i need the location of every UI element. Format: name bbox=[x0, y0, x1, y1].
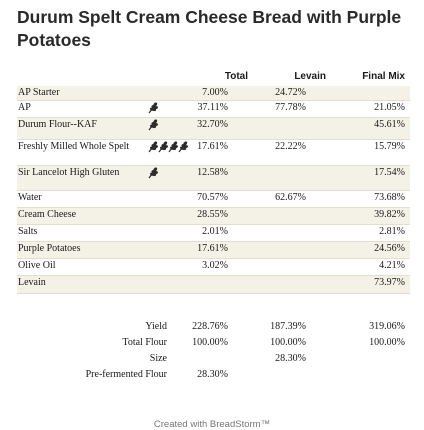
wheat-icon bbox=[147, 119, 159, 131]
ingredient-name: Water bbox=[18, 192, 42, 203]
ingredient-row: Purple Potatoes 17.61% 24.56% bbox=[17, 242, 410, 259]
summary-row: Pre-fermented Flour 28.30% bbox=[0, 367, 424, 383]
wheat-icon bbox=[157, 141, 169, 153]
cell-total: 70.57% bbox=[197, 192, 228, 203]
column-header-total: Total bbox=[224, 71, 248, 82]
recipe-title: Durum Spelt Cream Cheese Bread with Purp… bbox=[17, 7, 402, 50]
cell-final-mix: 21.05% bbox=[374, 102, 405, 113]
summary-total: 28.30% bbox=[197, 369, 228, 380]
summary-levain: 28.30% bbox=[275, 353, 306, 364]
ingredient-name: Purple Potatoes bbox=[18, 243, 81, 254]
wheat-icon bbox=[177, 141, 189, 153]
ingredient-name: AP bbox=[18, 102, 31, 113]
ingredient-row: Cream Cheese 28.55% 39.82% bbox=[17, 208, 410, 225]
ingredient-row: Water 70.57% 62.67% 73.68% bbox=[17, 191, 410, 208]
ingredient-name: Levain bbox=[18, 277, 46, 288]
footer-credit: Created with BreadStorm™ bbox=[153, 419, 271, 430]
cell-total: 28.55% bbox=[197, 209, 228, 220]
cell-final-mix: 4.21% bbox=[379, 260, 405, 271]
summary-label: Size bbox=[149, 353, 167, 364]
cell-levain: 24.72% bbox=[275, 87, 306, 98]
wheat-icon bbox=[147, 167, 159, 179]
ingredient-row: AP Starter 7.00% 24.72% bbox=[17, 86, 410, 101]
ingredient-row: Olive Oil 3.02% 4.21% bbox=[17, 259, 410, 276]
cell-total: 17.61% bbox=[197, 141, 228, 152]
cell-total: 12.58% bbox=[197, 167, 228, 178]
ingredient-row: Durum Flour--KAF 32.70% 45.61% bbox=[17, 118, 410, 140]
summary-final-mix: 100.00% bbox=[369, 337, 405, 348]
ingredient-name: Olive Oil bbox=[18, 260, 56, 271]
cell-total: 3.02% bbox=[202, 260, 228, 271]
cell-total: 7.00% bbox=[202, 87, 228, 98]
ingredient-name: Durum Flour--KAF bbox=[18, 119, 97, 130]
summary-row: Yield 228.76% 187.39% 319.06% bbox=[0, 319, 424, 335]
ingredient-row: AP 37.11% 77.78% 21.05% bbox=[17, 101, 410, 118]
cell-final-mix: 24.56% bbox=[374, 243, 405, 254]
ingredient-name: Freshly Milled Whole Spelt bbox=[18, 141, 130, 152]
wheat-icon bbox=[147, 141, 159, 153]
cell-total: 2.01% bbox=[202, 226, 228, 237]
wheat-icon bbox=[147, 102, 159, 114]
cell-final-mix: 45.61% bbox=[374, 119, 405, 130]
ingredient-row: Levain 73.97% bbox=[17, 276, 410, 294]
ingredient-row: Sir Lancelot High Gluten 12.58% 17.54% bbox=[17, 166, 410, 191]
cell-final-mix: 73.68% bbox=[374, 192, 405, 203]
summary-row: Size 28.30% bbox=[0, 351, 424, 367]
wheat-icon bbox=[167, 141, 179, 153]
cell-total: 37.11% bbox=[197, 102, 228, 113]
summary-total: 228.76% bbox=[192, 321, 228, 332]
cell-final-mix: 73.97% bbox=[374, 277, 405, 288]
ingredient-name: Cream Cheese bbox=[18, 209, 77, 220]
ingredient-name: AP Starter bbox=[18, 87, 60, 98]
summary-label: Total Flour bbox=[122, 337, 167, 348]
cell-final-mix: 39.82% bbox=[374, 209, 405, 220]
ingredient-name: Salts bbox=[18, 226, 38, 237]
ingredient-row: Freshly Milled Whole Spelt 17.61% 22.22% 15… bbox=[17, 140, 410, 166]
cell-levain: 77.78% bbox=[275, 102, 306, 113]
column-header-levain: Levain bbox=[294, 71, 326, 82]
summary-total: 100.00% bbox=[192, 337, 228, 348]
summary-row: Total Flour 100.00% 100.00% 100.00% bbox=[0, 335, 424, 351]
summary-table: Yield 228.76% 187.39% 319.06% Total Flour 100… bbox=[0, 319, 424, 383]
cell-total: 32.70% bbox=[197, 119, 228, 130]
cell-final-mix: 2.81% bbox=[379, 226, 405, 237]
ingredient-row: Salts 2.01% 2.81% bbox=[17, 225, 410, 242]
cell-final-mix: 15.79% bbox=[374, 141, 405, 152]
cell-total: 17.61% bbox=[197, 243, 228, 254]
cell-levain: 62.67% bbox=[275, 192, 306, 203]
ingredients-table: AP Starter 7.00% 24.72% AP 37.11% 77.78% 21.05… bbox=[17, 86, 410, 294]
summary-label: Yield bbox=[145, 321, 167, 332]
cell-final-mix: 17.54% bbox=[374, 167, 405, 178]
cell-levain: 22.22% bbox=[275, 141, 306, 152]
summary-levain: 187.39% bbox=[270, 321, 306, 332]
summary-label: Pre-fermented Flour bbox=[85, 369, 167, 380]
summary-levain: 100.00% bbox=[270, 337, 306, 348]
summary-final-mix: 319.06% bbox=[369, 321, 405, 332]
ingredient-name: Sir Lancelot High Gluten bbox=[18, 167, 120, 178]
column-header-final-mix: Final Mix bbox=[362, 71, 405, 82]
